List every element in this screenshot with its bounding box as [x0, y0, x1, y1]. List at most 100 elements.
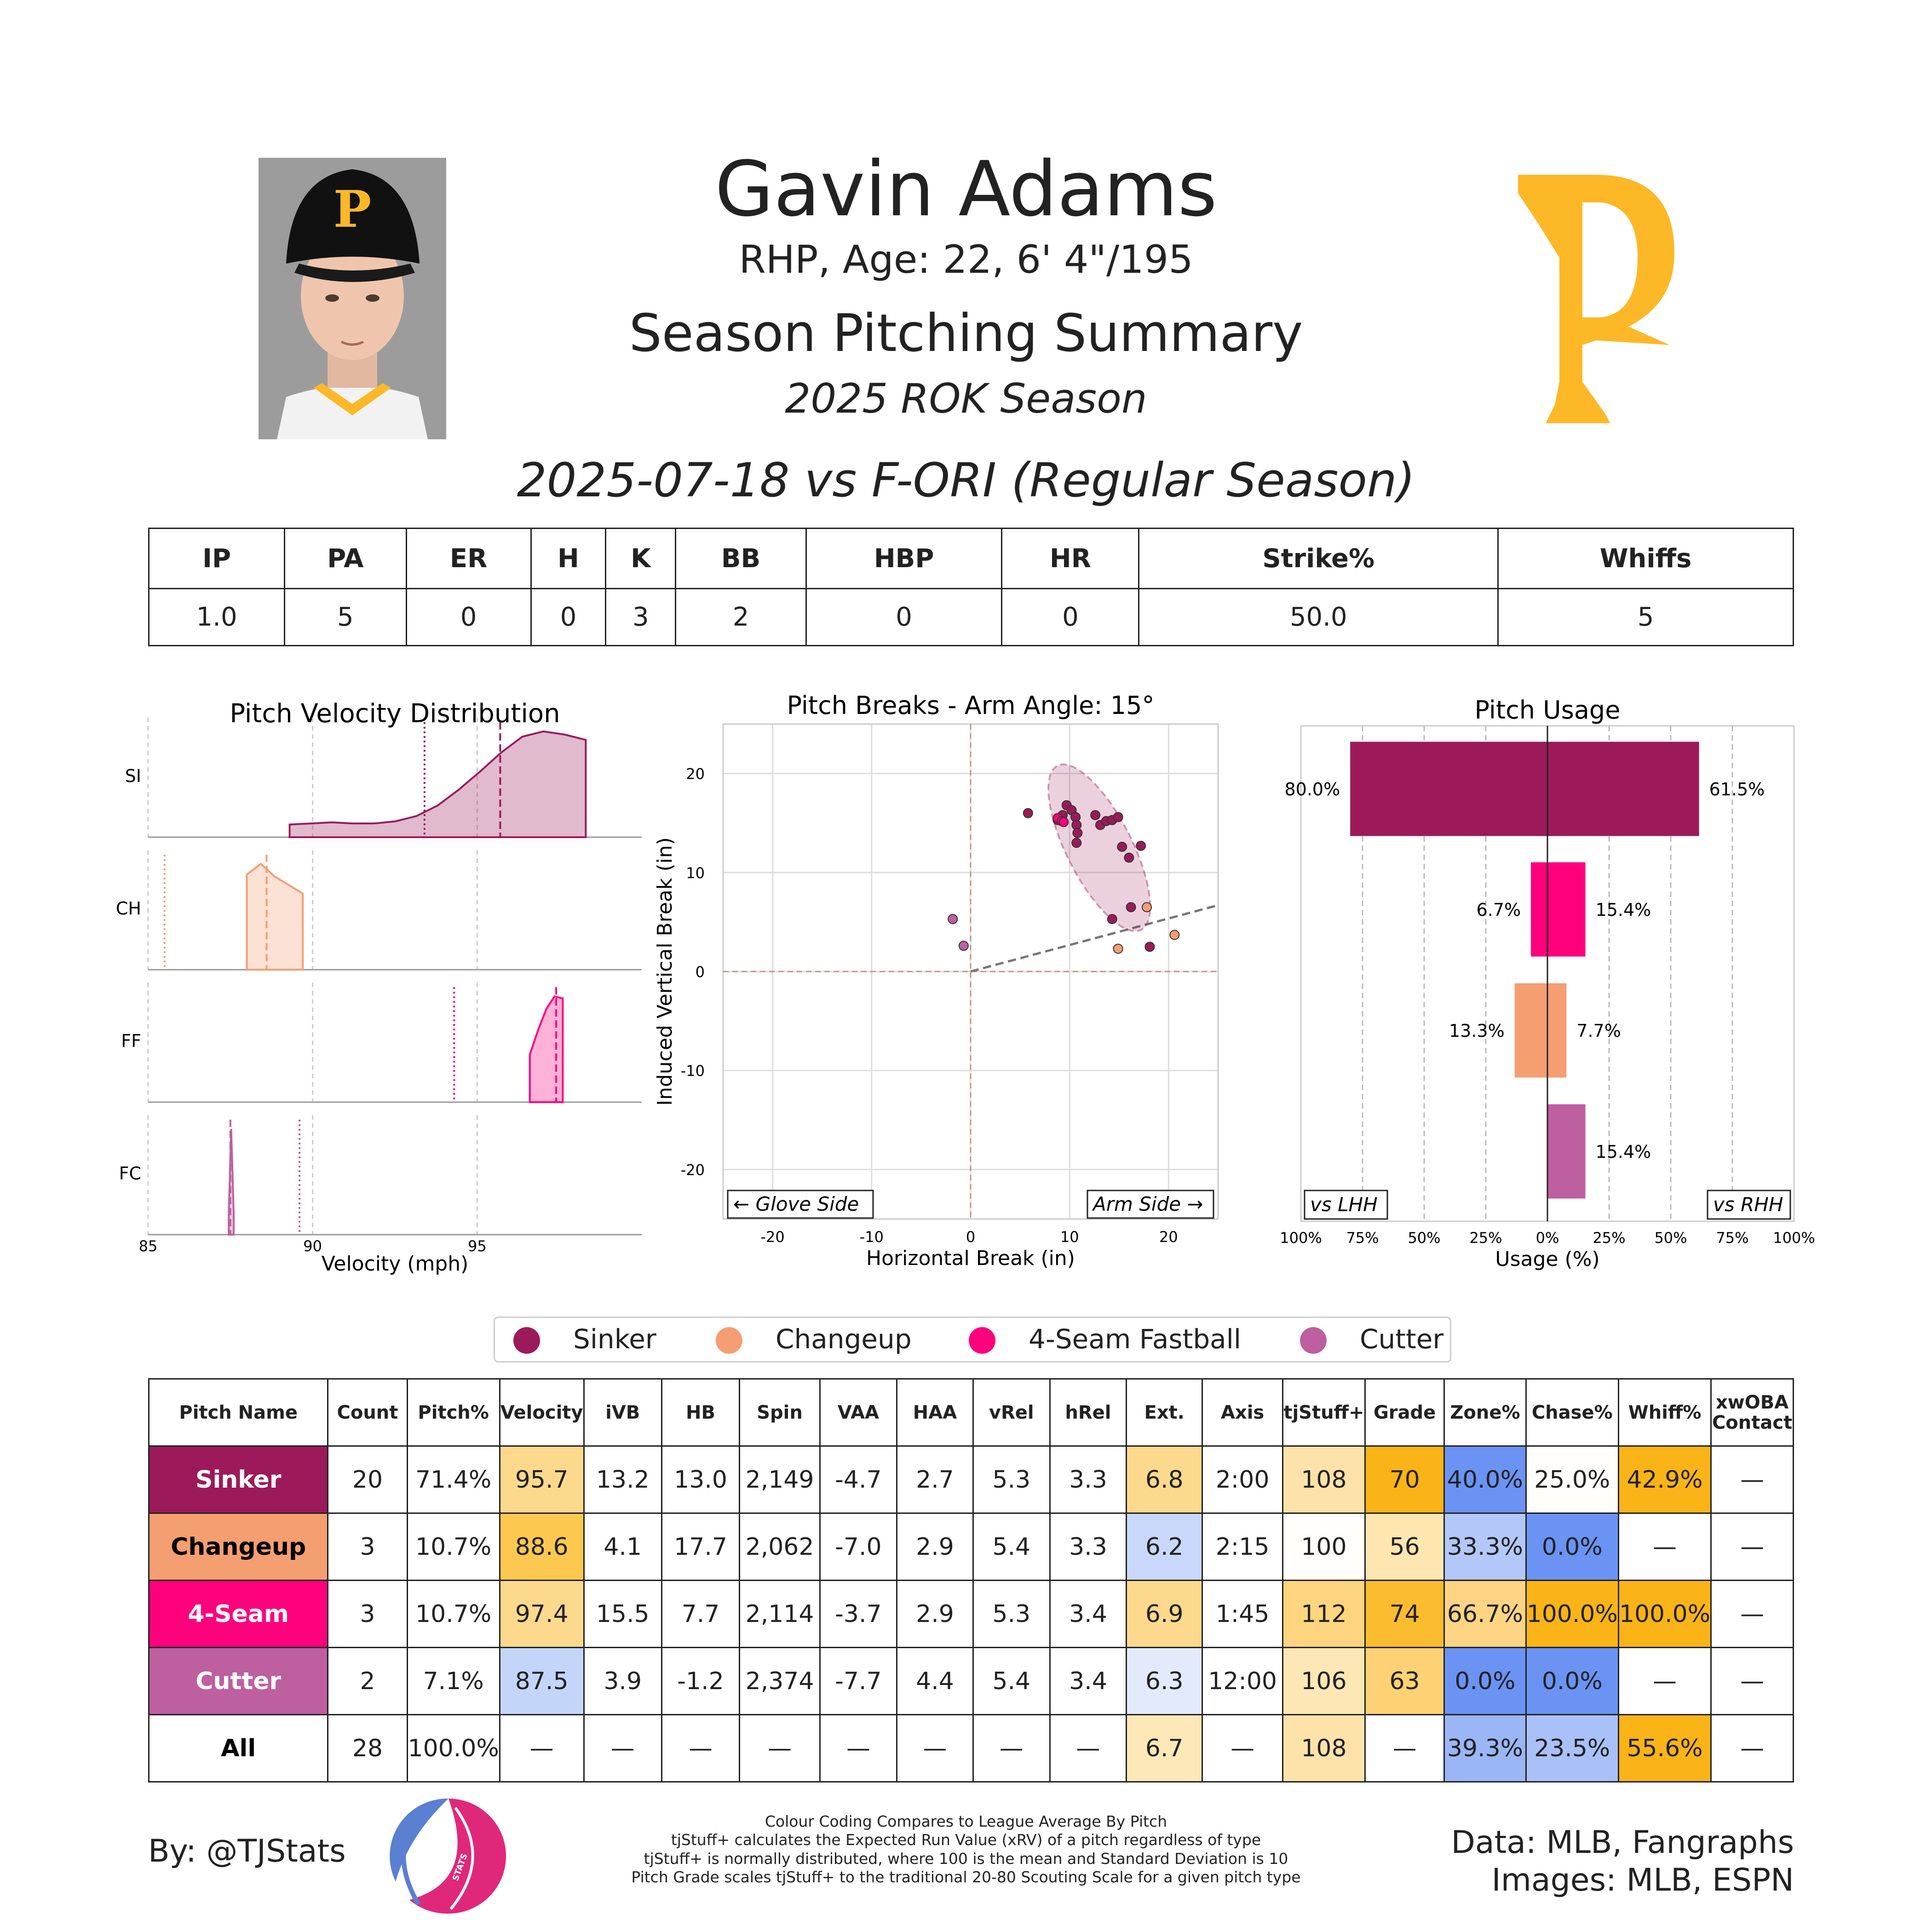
pitch-table-cell: 7.7 — [661, 1580, 741, 1648]
pitch-table-cell: 2,149 — [739, 1445, 821, 1514]
pitch-table-row: Sinker 20 71.4% 95.7 13.2 13.0 2,149 -4.7 2.7 5.3… — [148, 1445, 1794, 1514]
pitch-table-header-hrel: hRel — [1049, 1378, 1127, 1447]
pitch-table-cell: 108 — [1282, 1445, 1366, 1514]
glove-side-label: ← Glove Side — [733, 1193, 859, 1215]
stat-header-bb: BB — [675, 528, 807, 589]
pitch-table-cell: 42.9% — [1617, 1445, 1712, 1514]
pitch-table-header-haa: HAA — [896, 1378, 974, 1447]
pitch-table-header-velocity: Velocity — [499, 1378, 585, 1447]
usage-bar-lhh-4-seam-fastball — [1531, 862, 1547, 957]
stat-value-bb: 2 — [675, 588, 807, 646]
pitch-table-cell: — — [1617, 1512, 1712, 1581]
pitch-table-header-vaa: VAA — [819, 1378, 897, 1447]
break-point-cutter — [948, 914, 958, 924]
break-point-changeup — [1142, 902, 1152, 913]
velocity-row-label: SI — [125, 766, 141, 786]
pitch-table-cell: 6.7 — [1126, 1714, 1203, 1782]
footnote-line: tjStuff+ calculates the Expected Run Val… — [671, 1831, 1261, 1849]
vs-lhh-box — [1304, 1190, 1388, 1220]
pitch-table-cell: 2,114 — [739, 1580, 821, 1648]
stat-header-k: K — [605, 528, 677, 589]
legend-cutter: Cutter — [1300, 1323, 1443, 1356]
pitch-table-row: Cutter 2 7.1% 87.5 3.9 -1.2 2,374 -7.7 4.4 5.4 3.4… — [148, 1647, 1794, 1715]
pitch-table-cell: 6.9 — [1126, 1580, 1203, 1648]
arm-side-label: Arm Side → — [1092, 1193, 1203, 1215]
legend-four-seam: 4-Seam Fastball — [969, 1323, 1245, 1356]
pitch-table-cell: 3.3 — [1049, 1512, 1127, 1581]
pitch-table-cell: — — [1202, 1714, 1283, 1782]
break-x-tick: 0 — [966, 1228, 975, 1246]
data-credits: Data: MLB, Fangraphs Images: MLB, ESPN — [1451, 1824, 1794, 1899]
break-point-sinker — [1107, 914, 1117, 924]
player-name: Gavin Adams — [715, 145, 1217, 233]
stat-header-ip: IP — [148, 528, 286, 589]
pitch-table-header-chase-: Chase% — [1525, 1378, 1619, 1447]
footnote-line: Colour Coding Compares to League Average… — [765, 1812, 1167, 1830]
pitch-name-cell: Cutter — [148, 1647, 329, 1715]
pitch-table-cell: — — [1710, 1512, 1794, 1581]
legend-sinker: Sinker — [513, 1323, 656, 1356]
pitch-table-header-vrel: vRel — [972, 1378, 1051, 1447]
pitch-table-cell: -1.2 — [661, 1647, 741, 1715]
pitch-table-cell: 10.7% — [406, 1580, 500, 1648]
pitch-table-cell: 95.7 — [499, 1445, 585, 1514]
pitch-table-cell: — — [739, 1714, 821, 1782]
legend-sinker-label: Sinker — [573, 1323, 656, 1355]
velocity-density-si — [288, 730, 587, 838]
arm-side-box — [1087, 1190, 1214, 1219]
velocity-distribution-chart: Pitch Velocity Distribution SI CH FF FC 85 90 9… — [0, 681, 653, 1288]
pitch-table-cell: 20 — [327, 1445, 408, 1514]
pitch-table-cell: 6.3 — [1126, 1647, 1203, 1715]
pitch-table-cell: 2.7 — [896, 1445, 974, 1514]
pitch-table-cell: — — [583, 1714, 662, 1782]
usage-chart-title: Pitch Usage — [1475, 696, 1621, 724]
pitch-table-cell: -7.0 — [819, 1512, 897, 1581]
break-point-4-seam-fastball — [1058, 817, 1069, 828]
break-point-sinker — [1117, 841, 1127, 852]
pitch-table-cell: 3.3 — [1049, 1445, 1127, 1514]
legend-changeup-label: Changeup — [776, 1323, 912, 1355]
vs-lhh-label: vs LHH — [1310, 1193, 1378, 1216]
stat-header-hr: HR — [1001, 528, 1140, 589]
pitch-name-cell: Sinker — [148, 1445, 329, 1514]
vs-rhh-box — [1707, 1190, 1791, 1220]
pitch-table-cell: 3 — [327, 1512, 408, 1581]
usage-x-tick: 25% — [1469, 1229, 1502, 1247]
pitch-table-header-whiff-: Whiff% — [1617, 1378, 1712, 1447]
break-point-sinker — [1126, 902, 1136, 913]
player-headshot: P — [259, 158, 446, 439]
pitch-table-cell: 4.4 — [896, 1647, 974, 1715]
vs-rhh-label: vs RHH — [1713, 1193, 1783, 1216]
pitch-table-cell: 74 — [1364, 1580, 1445, 1648]
pitch-name-cell: Changeup — [148, 1512, 329, 1581]
usage-x-label: Usage (%) — [1495, 1248, 1599, 1271]
pitch-table-cell: 39.3% — [1443, 1714, 1527, 1782]
pitch-table-cell: — — [896, 1714, 974, 1782]
pitch-table-row: All 28 100.0% — — — — — — — —6.7—108—39.3% 23.5% 55.… — [148, 1714, 1794, 1782]
stat-value-ip: 1.0 — [148, 588, 286, 646]
pitch-table-cell: — — [661, 1714, 741, 1782]
usage-x-tick: 75% — [1716, 1229, 1748, 1247]
pitch-table-cell: 66.7% — [1443, 1580, 1527, 1648]
pitch-table-cell: 100.0% — [1525, 1580, 1619, 1648]
legend-sinker-marker — [513, 1327, 540, 1354]
pitch-table-cell: 0.0% — [1525, 1647, 1619, 1715]
pitch-table-cell: 1:45 — [1202, 1580, 1283, 1648]
pitch-table-header-axis: Axis — [1202, 1378, 1283, 1447]
stat-header-hbp: HBP — [805, 528, 1003, 589]
break-y-label: Induced Vertical Break (in) — [653, 837, 677, 1106]
tjstats-logo: STATS — [382, 1789, 515, 1923]
break-point-changeup — [1169, 930, 1180, 940]
pitch-table-cell: 100 — [1282, 1512, 1366, 1581]
pitch-table-header-ext-: Ext. — [1126, 1378, 1203, 1447]
pitch-table-cell: 2,374 — [739, 1647, 821, 1715]
season-label: 2025 ROK Season — [785, 375, 1147, 422]
pitch-table-cell: — — [819, 1714, 897, 1782]
usage-x-tick: 100% — [1773, 1229, 1815, 1247]
pitch-table-header-ivb: iVB — [583, 1378, 662, 1447]
velocity-x-label: Velocity (mph) — [322, 1252, 469, 1276]
pitch-table-cell: 3.9 — [583, 1647, 662, 1715]
pitch-table-cell: 28 — [327, 1714, 408, 1782]
break-point-sinker — [1071, 838, 1082, 848]
pitch-table-cell: 2:15 — [1202, 1512, 1283, 1581]
